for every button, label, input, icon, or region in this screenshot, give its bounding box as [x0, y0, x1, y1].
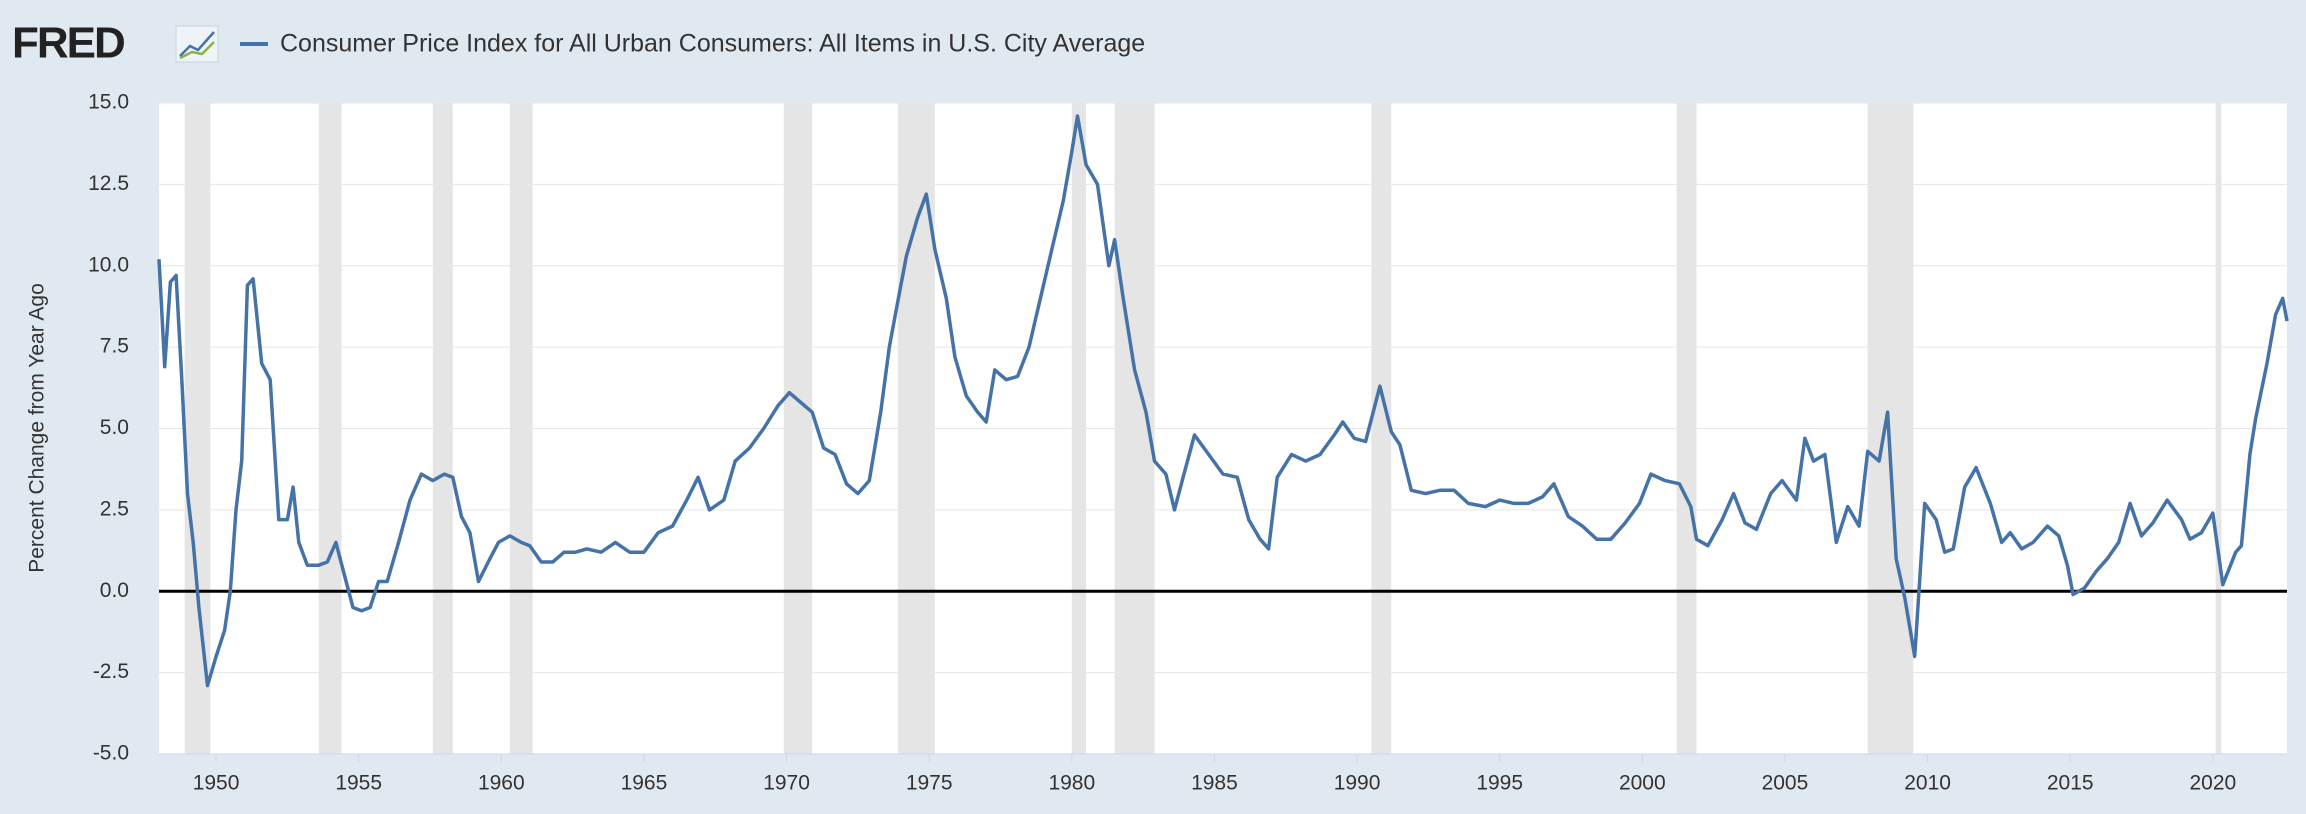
y-axis-label: Percent Change from Year Ago — [26, 283, 49, 573]
x-tick-label: 1975 — [906, 772, 953, 795]
x-tick-label: 2010 — [1904, 772, 1951, 795]
legend-label: Consumer Price Index for All Urban Consu… — [280, 30, 1145, 58]
x-tick-label: 2005 — [1762, 772, 1809, 795]
y-tick-label: 2.5 — [100, 497, 129, 520]
y-tick-label: 5.0 — [100, 416, 129, 439]
data-line — [157, 114, 2289, 688]
y-tick-label: 10.0 — [88, 253, 129, 276]
x-tick-label: 2015 — [2047, 772, 2094, 795]
x-tick-label: 1960 — [478, 772, 525, 795]
y-tick-label: 15.0 — [88, 91, 129, 114]
x-tick-label: 2020 — [2189, 772, 2236, 795]
x-tick-label: 1965 — [621, 772, 668, 795]
y-tick-label: -5.0 — [93, 742, 129, 765]
y-tick-label: -2.5 — [93, 660, 129, 683]
y-tick-label: 12.5 — [88, 172, 129, 195]
x-tick-label: 1970 — [763, 772, 810, 795]
x-tick-label: 1990 — [1334, 772, 1381, 795]
logo-icon — [175, 25, 219, 63]
x-tick-label: 1995 — [1476, 772, 1523, 795]
x-tick-label: 1980 — [1048, 772, 1095, 795]
x-tick-label: 2000 — [1619, 772, 1666, 795]
y-tick-label: 7.5 — [100, 335, 129, 358]
x-tick-label: 1985 — [1191, 772, 1238, 795]
x-tick-label: 1950 — [193, 772, 240, 795]
x-tick-label: 1955 — [335, 772, 382, 795]
y-tick-label: 0.0 — [100, 579, 129, 602]
brand-logo: FRED — [12, 19, 124, 68]
